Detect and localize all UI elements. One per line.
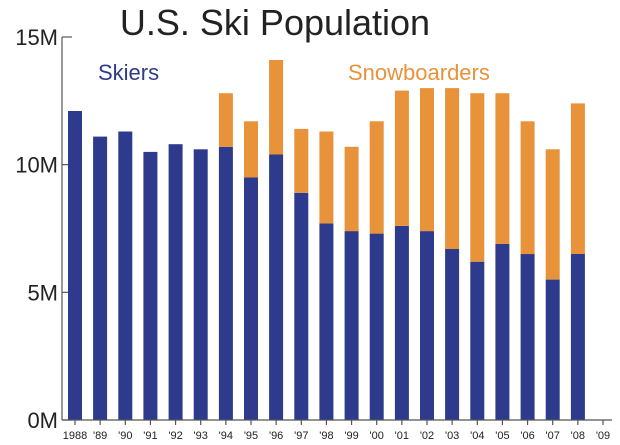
y-tick-label: 0M: [27, 408, 58, 433]
bar-skiers: [294, 192, 309, 420]
bar-snowboarders: [570, 103, 585, 255]
bar-snowboarders: [269, 60, 284, 155]
y-tick-label: 5M: [27, 280, 58, 305]
bar-snowboarders: [545, 149, 560, 280]
x-tick-label: '97: [294, 430, 308, 442]
bar-skiers: [143, 151, 158, 420]
x-axis: 1988 '89 '90 '91 '92 '93 '94 '95 '96 '97 '98 '99 '00…: [62, 419, 612, 442]
bar-skiers: [369, 233, 384, 420]
x-tick-label: '08: [571, 430, 585, 442]
x-tick-label: '92: [168, 430, 182, 442]
bar-snowboarders: [344, 146, 359, 232]
bar-skiers: [545, 279, 560, 420]
bar-skiers: [344, 231, 359, 420]
y-tick-label: 10M: [15, 153, 58, 178]
x-tick-label: '03: [445, 430, 459, 442]
x-tick-label: '91: [143, 430, 157, 442]
legend-skiers: Skiers: [98, 60, 159, 85]
x-tick-label: '04: [470, 430, 484, 442]
bars: [68, 60, 585, 421]
bar-skiers: [470, 261, 485, 420]
bar-skiers: [520, 254, 535, 420]
bar-skiers: [93, 136, 108, 420]
x-tick-label: '05: [495, 430, 509, 442]
chart-title: U.S. Ski Population: [120, 2, 430, 43]
bar-skiers: [244, 177, 258, 420]
x-tick-label: '07: [546, 430, 560, 442]
bar-skiers: [495, 243, 510, 420]
bar-snowboarders: [294, 128, 309, 193]
x-tick-label: 1988: [63, 430, 87, 442]
bar-skiers: [118, 131, 133, 420]
bar-snowboarders: [319, 131, 334, 224]
x-tick-label: '99: [344, 430, 358, 442]
bar-skiers: [218, 146, 233, 421]
x-tick-label: '09: [596, 430, 610, 442]
bar-skiers: [570, 254, 585, 420]
bar-snowboarders: [369, 121, 384, 234]
bar-snowboarders: [445, 88, 460, 249]
y-tick-label: 15M: [15, 25, 58, 50]
x-tick-label: '96: [269, 430, 283, 442]
bar-snowboarders: [420, 88, 434, 232]
bar-skiers: [68, 111, 82, 420]
x-tick-label: '95: [244, 430, 258, 442]
x-tick-label: '89: [93, 430, 107, 442]
legend-snowboarders: Snowboarders: [348, 60, 490, 85]
bar-skiers: [445, 248, 460, 420]
bar-snowboarders: [244, 121, 258, 178]
y-axis: 0M 5M 10M 15M: [15, 25, 72, 433]
bar-snowboarders: [394, 90, 409, 226]
x-tick-label: '90: [118, 430, 132, 442]
x-tick-label: '98: [319, 430, 333, 442]
bar-skiers: [168, 144, 183, 420]
bar-snowboarders: [495, 93, 510, 244]
bar-snowboarders: [470, 93, 485, 262]
bar-skiers: [394, 225, 409, 420]
bar-snowboarders: [520, 121, 535, 255]
x-tick-label: '06: [520, 430, 534, 442]
x-tick-label: '94: [219, 430, 233, 442]
bar-skiers: [269, 154, 284, 420]
bar-snowboarders: [218, 93, 233, 147]
bar-skiers: [193, 149, 208, 421]
x-tick-label: '01: [395, 430, 409, 442]
bar-skiers: [420, 231, 434, 420]
x-tick-label: '93: [194, 430, 208, 442]
x-tick-label: '02: [420, 430, 434, 442]
x-tick-label: '00: [370, 430, 384, 442]
bar-skiers: [319, 223, 334, 420]
